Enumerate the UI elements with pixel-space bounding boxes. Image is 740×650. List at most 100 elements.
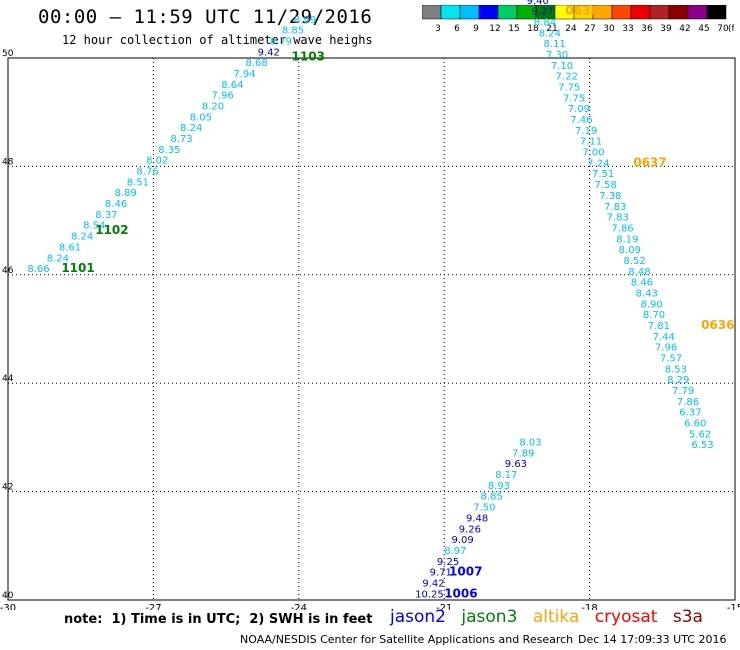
data-point-altika: 7.51: [592, 169, 614, 180]
colorbar-label: 6: [454, 24, 460, 34]
y-tick-label: 46: [2, 266, 14, 276]
data-point-altika: 6.37: [679, 408, 701, 419]
data-point-jason3: 7.96: [212, 91, 234, 102]
colorbar-label: 33: [622, 24, 633, 34]
data-point-altika: 7.30: [546, 50, 568, 61]
data-point-altika: 7.09: [568, 104, 590, 115]
data-point-altika: 8.90: [640, 299, 662, 310]
data-point-jason3: 8.68: [245, 58, 267, 69]
data-point-jason2: 9.71: [430, 568, 452, 579]
data-point-altika: 9.40: [527, 0, 549, 7]
data-point-altika: 7.38: [599, 191, 621, 202]
legend-jason2: jason2: [390, 607, 446, 627]
colorbar-label: 12: [489, 24, 500, 34]
data-point-altika: 5.62: [689, 429, 711, 440]
data-point-altika: 8.43: [636, 288, 658, 299]
data-point-jason2: 8.03: [519, 438, 541, 449]
data-point-altika: 8.24: [539, 28, 561, 39]
data-point-altika: 7.83: [604, 202, 626, 213]
data-point-jason3: 8.20: [202, 101, 224, 112]
data-point-altika: 8.46: [631, 278, 653, 289]
data-point-jason2: 10.25: [415, 589, 444, 600]
data-point-jason2: 7.89: [512, 448, 534, 459]
x-tick-label: -27: [145, 603, 161, 610]
data-point-jason2: 9.26: [459, 524, 481, 535]
satellite-legend: jason2 jason3 altika cryosat s3a: [390, 607, 713, 627]
data-point-jason2: 9.48: [466, 513, 488, 524]
data-point-jason2: 9.42: [422, 578, 444, 589]
data-point-altika: 8.48: [628, 267, 650, 278]
data-point-altika: 7.58: [594, 180, 616, 191]
data-point-altika: 6.53: [691, 440, 713, 451]
colorbar-label: 24: [565, 24, 577, 34]
data-point-jason3: 8.05: [190, 112, 212, 123]
time-label-altika: 0637: [633, 155, 666, 169]
data-point-jason2: 9.63: [505, 459, 527, 470]
data-point-jason2: 8.17: [495, 470, 517, 481]
data-point-jason3: 8.73: [170, 134, 192, 145]
plot-frame: [7, 57, 736, 601]
data-point-altika: 7.86: [677, 397, 699, 408]
data-point-jason3: 8.64: [221, 80, 243, 91]
data-point-altika: 7.19: [575, 126, 597, 137]
data-point-altika: 8.84: [534, 17, 556, 28]
data-point-altika: 7.96: [655, 343, 677, 354]
data-point-altika: 8.09: [619, 245, 641, 256]
plot-area: -30 -27 -24 -21 -18 -154042444648508.668.248.…: [0, 0, 740, 610]
data-point-altika: 7.24: [587, 158, 609, 169]
time-label-jason2: 1007: [449, 565, 482, 579]
time-label-jason3: 1102: [95, 223, 128, 237]
y-tick-label: 40: [2, 591, 14, 601]
credit-text: NOAA/NESDIS Center for Satellite Applica…: [240, 633, 574, 646]
data-point-altika: 7.86: [611, 223, 633, 234]
data-point-altika: 8.11: [544, 39, 566, 50]
time-label-altika: 0638: [565, 4, 598, 18]
data-point-jason3: 8.51: [127, 177, 149, 188]
colorbar-label: 15: [508, 24, 519, 34]
data-point-altika: 7.75: [563, 93, 585, 104]
time-label-jason2: 1006: [444, 586, 477, 600]
data-point-jason3: 7.94: [233, 69, 255, 80]
data-point-jason2: 8.97: [444, 546, 466, 557]
data-point-jason3: 8.66: [27, 264, 49, 275]
data-point-altika: 8.53: [665, 364, 687, 375]
colorbar-label: 9: [473, 24, 479, 34]
data-point-jason3: 8.24: [71, 232, 93, 243]
data-point-altika: 7.75: [558, 83, 580, 94]
colorbar-label: 39: [660, 24, 672, 34]
chart-subtitle: 12 hour collection of altimeter wave hei…: [62, 33, 373, 47]
data-point-altika: 7.83: [607, 213, 629, 224]
data-point-jason3: 8.99: [294, 15, 316, 26]
data-point-altika: 7.81: [648, 321, 670, 332]
data-point-jason3: 8.61: [59, 242, 81, 253]
y-tick-label: 42: [2, 483, 13, 493]
data-point-jason3: 8.02: [146, 156, 168, 167]
colorbar-label: 42: [679, 24, 690, 34]
data-point-altika: 8.29: [667, 375, 689, 386]
data-point-jason3: 8.24: [47, 253, 69, 264]
colorbar-label: 70: [717, 24, 729, 34]
colorbar-label: 36: [641, 24, 653, 34]
y-tick-label: 50: [2, 49, 14, 59]
data-point-altika: 7.79: [672, 386, 694, 397]
data-point-altika: 7.46: [570, 115, 592, 126]
data-point-altika: 6.60: [684, 419, 706, 430]
x-tick-label: -18: [581, 603, 597, 610]
x-tick-label: -30: [0, 603, 16, 610]
colorbar-label: 45: [698, 24, 709, 34]
chart-title: 00:00 – 11:59 UTC 11/29/2016: [38, 6, 373, 28]
data-point-jason3: 8.89: [115, 188, 137, 199]
data-point-jason3: 8.24: [180, 123, 202, 134]
data-point-jason3: 8.37: [95, 210, 117, 221]
note-text: note: 1) Time is in UTC; 2) SWH is in fe…: [64, 612, 373, 627]
data-point-altika: 8.19: [616, 234, 638, 245]
time-label-jason3: 1103: [292, 50, 325, 64]
legend-s3a: s3a: [672, 607, 703, 627]
legend-jason3: jason3: [461, 607, 518, 627]
data-point-jason2: 8.85: [481, 492, 503, 503]
colorbar-label: 30: [603, 24, 615, 34]
data-point-altika: 8.70: [643, 310, 665, 321]
data-point-altika: 7.22: [556, 72, 578, 83]
colorbar-label: 21: [546, 24, 557, 34]
